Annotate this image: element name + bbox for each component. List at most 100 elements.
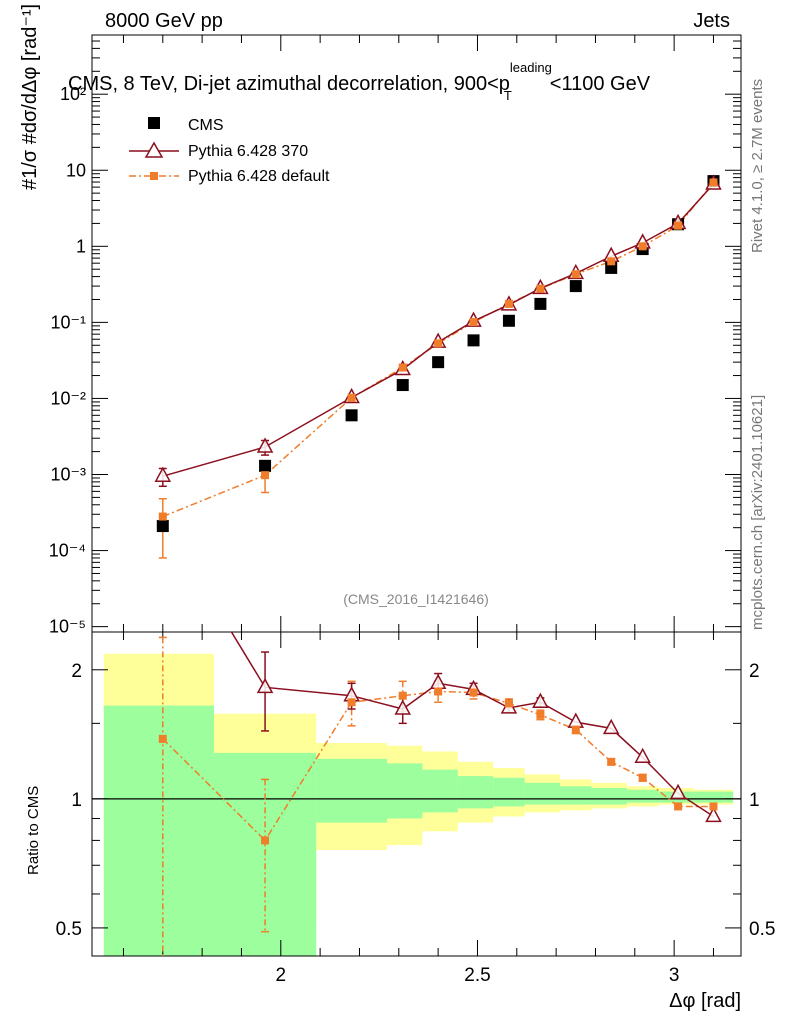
pythia370-ratio-point <box>429 673 447 690</box>
cms-data-point <box>502 314 515 327</box>
pythia-default-main-point <box>434 339 443 348</box>
cms-data-point <box>396 379 409 392</box>
ratio-band-inner <box>316 758 387 823</box>
main-y-tick-label: 1 <box>76 236 86 256</box>
main-y-tick-label: 10⁻³ <box>50 465 86 485</box>
analysis-watermark: (CMS_2016_I1421646) <box>343 591 489 607</box>
pythia370-ratio-point <box>256 677 274 694</box>
main-y-tick-label: 10² <box>60 84 86 104</box>
pythia-default-ratio-point <box>469 688 478 697</box>
pythia370-ratio-point <box>669 783 687 800</box>
pythia-default-main-point <box>158 512 167 521</box>
pythia-default-ratio-point <box>638 773 647 782</box>
pythia370-ratio-point <box>567 712 585 728</box>
x-tick-label: 2 <box>276 965 287 986</box>
ratio-plot-frame <box>91 631 742 957</box>
main-y-tick-label: 10⁻⁵ <box>49 617 86 637</box>
x-tick-label: 3 <box>669 965 680 986</box>
cms-data-point <box>156 520 169 533</box>
ratio-band-inner <box>387 763 423 819</box>
plot-title: CMS, 8 TeV, Di-jet azimuthal decorrelati… <box>68 60 651 103</box>
pythia-default-ratio-point <box>398 691 407 700</box>
header-right: Jets <box>693 10 730 32</box>
pythia-default-main-point <box>504 299 513 308</box>
pythia-default-ratio-point <box>347 698 356 707</box>
x-axis-label: Δφ [rad] <box>669 990 741 1012</box>
ratio-band-inner <box>422 769 458 813</box>
legend: CMS Pythia 6.428 370 Pythia 6.428 defaul… <box>129 117 330 185</box>
main-y-tick-label: 10 <box>66 160 86 180</box>
pythia-default-ratio-point <box>158 734 167 743</box>
pythia-default-ratio-point <box>571 725 580 734</box>
ratio-y-tick-label-right: 1 <box>749 790 760 811</box>
x-tick-label: 2.5 <box>464 965 490 986</box>
legend-marker-pythia-default <box>150 172 158 180</box>
ratio-band-inner <box>626 789 659 803</box>
pythia-default-main-point <box>709 178 718 187</box>
pythia-default-main-line <box>162 182 715 518</box>
header-left: 8000 GeV pp <box>105 10 223 32</box>
mcplots-label: mcplots.cern.ch [arXiv:2401.10621] <box>749 395 766 630</box>
pythia-default-ratio-point <box>504 699 513 708</box>
cms-data-point <box>345 409 358 422</box>
ratio-band-inner <box>693 791 734 803</box>
main-y-axis-label: #1/σ #dσ/dΔφ [rad⁻¹] <box>19 4 41 190</box>
ratio-y-tick-label-right: 0.5 <box>749 919 775 940</box>
legend-label-cms: CMS <box>188 117 224 134</box>
ratio-y-tick-label-left: 1 <box>71 790 82 811</box>
cms-data-point <box>569 280 582 293</box>
main-plot-panel: 10⁻⁵ 10⁻⁴ 10⁻³ 10⁻² 10⁻¹ 1 10 10² CMS, 8 TeV, D… <box>19 4 742 637</box>
pythia-default-main-point <box>607 257 616 266</box>
ratio-plot-panel: 0.5 0.5 1 1 2 2 2 2.5 3 Ratio to CMS Δφ [rad] <box>25 631 775 1012</box>
pythia-default-ratio-point <box>674 802 683 811</box>
main-y-tick-label: 10⁻⁴ <box>49 541 86 561</box>
main-y-tick-label: 10⁻² <box>50 388 86 408</box>
pythia370-main-point <box>256 437 274 453</box>
pythia-default-main-point <box>571 270 580 279</box>
pythia-default-main-point <box>638 242 647 251</box>
ratio-y-tick-label-left: 0.5 <box>56 919 82 940</box>
cms-data-point <box>467 334 480 347</box>
pythia370-ratio-point <box>532 692 549 709</box>
pythia-default-ratio-point <box>261 836 270 845</box>
ratio-band-inner <box>591 788 627 805</box>
main-y-tick-label: 10⁻¹ <box>50 312 86 332</box>
pythia-default-main-point <box>261 471 270 480</box>
ratio-clipped-group <box>158 632 722 956</box>
pythia-default-main-point <box>536 284 545 293</box>
legend-label-pythia-default: Pythia 6.428 default <box>188 168 330 185</box>
pythia370-main-line <box>162 183 715 477</box>
ratio-band-inner <box>560 786 592 805</box>
pythia370-main-point <box>154 466 172 482</box>
ratio-band-inner <box>524 782 561 805</box>
cms-data-point <box>432 356 445 369</box>
ratio-y-tick-label-left: 2 <box>71 661 82 682</box>
legend-label-pythia370: Pythia 6.428 370 <box>188 143 308 160</box>
main-series-layer <box>154 174 722 559</box>
legend-marker-cms <box>148 117 160 129</box>
pythia370-ratio-point <box>705 806 722 823</box>
ratio-band-inner <box>457 776 494 809</box>
pythia-default-main-point <box>469 318 478 327</box>
ratio-series-layer <box>158 632 722 956</box>
ratio-axis-ticks: 0.5 0.5 1 1 2 2 2 2.5 3 <box>56 632 775 986</box>
cms-data-point <box>259 459 272 472</box>
pythia370-ratio-point <box>602 718 620 735</box>
main-axis-ticks: 10⁻⁵ 10⁻⁴ 10⁻³ 10⁻² 10⁻¹ 1 10 10² <box>49 34 741 637</box>
pythia370-ratio-point <box>394 699 411 715</box>
pythia-default-ratio-point <box>709 802 718 811</box>
pythia-default-ratio-point <box>434 687 443 696</box>
ratio-band-inner <box>103 705 214 956</box>
rivet-label: Rivet 4.1.0, ≥ 2.7M events <box>749 79 766 253</box>
ratio-y-tick-label-right: 2 <box>749 661 760 682</box>
ratio-y-axis-label: Ratio to CMS <box>25 786 42 875</box>
pythia370-ratio-point <box>634 747 651 764</box>
pythia-default-main-point <box>674 221 683 230</box>
pythia-default-main-point <box>347 393 356 402</box>
pythia-default-ratio-point <box>607 757 616 766</box>
pythia-default-main-point <box>398 363 407 372</box>
ratio-band-inner <box>493 777 525 807</box>
cms-data-point <box>534 297 547 310</box>
legend-marker-pythia370 <box>144 141 164 158</box>
